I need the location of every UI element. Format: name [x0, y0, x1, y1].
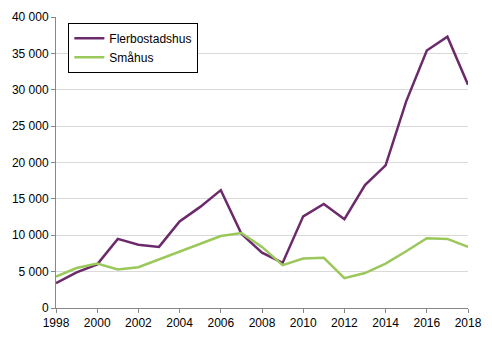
svg-text:Småhus: Småhus: [109, 51, 153, 65]
svg-text:2012: 2012: [331, 316, 358, 330]
svg-text:2010: 2010: [290, 316, 317, 330]
svg-text:2000: 2000: [84, 316, 111, 330]
svg-text:10 000: 10 000: [12, 228, 49, 242]
svg-text:20 000: 20 000: [12, 156, 49, 170]
svg-text:15 000: 15 000: [12, 192, 49, 206]
svg-text:0: 0: [42, 301, 49, 315]
svg-text:2016: 2016: [413, 316, 440, 330]
svg-text:40 000: 40 000: [12, 10, 49, 24]
svg-text:2004: 2004: [166, 316, 193, 330]
svg-text:25 000: 25 000: [12, 119, 49, 133]
svg-text:5 000: 5 000: [19, 265, 49, 279]
svg-text:35 000: 35 000: [12, 47, 49, 61]
svg-text:30 000: 30 000: [12, 83, 49, 97]
svg-text:2008: 2008: [249, 316, 276, 330]
svg-text:2018: 2018: [455, 316, 482, 330]
svg-text:2006: 2006: [207, 316, 234, 330]
svg-text:Flerbostadshus: Flerbostadshus: [109, 32, 191, 46]
svg-text:1998: 1998: [43, 316, 70, 330]
svg-text:2002: 2002: [125, 316, 152, 330]
svg-text:2014: 2014: [372, 316, 399, 330]
